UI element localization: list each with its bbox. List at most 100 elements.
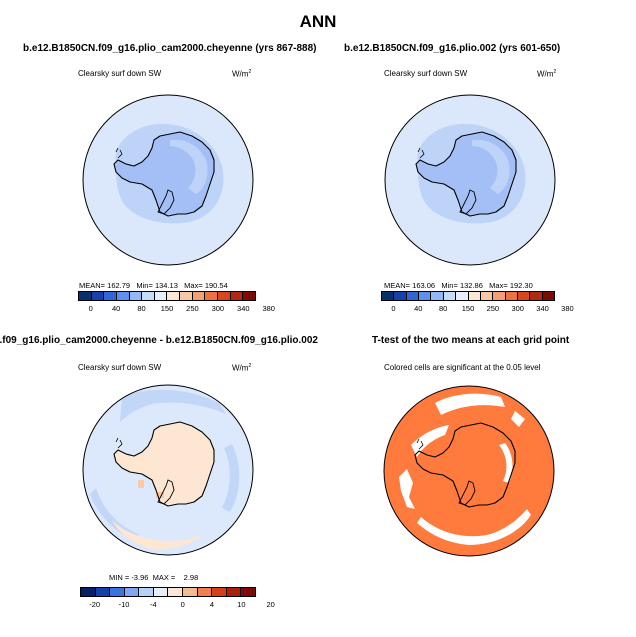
colorbar-swatch bbox=[142, 292, 155, 300]
colorbar-swatch bbox=[192, 292, 206, 300]
colorbar-swatch bbox=[493, 292, 506, 300]
ice-shelf-outline bbox=[157, 189, 175, 215]
significant-region bbox=[384, 386, 554, 556]
panel-3-colorbar bbox=[80, 587, 256, 597]
panel-2-title: b.e12.B1850CN.f09_g16.plio.002 (yrs 601-… bbox=[344, 43, 561, 54]
figure-title: ANN bbox=[299, 12, 337, 31]
colorbar-swatch bbox=[129, 292, 143, 300]
colorbar-swatch bbox=[419, 292, 432, 300]
panel-1-map bbox=[82, 94, 254, 266]
colorbar-tick-label: 150 bbox=[461, 304, 475, 313]
peninsula-islands bbox=[115, 147, 123, 159]
ice-shelf-outline bbox=[157, 479, 175, 505]
colorbar-tick-label: 4 bbox=[209, 600, 215, 609]
positive-cell bbox=[138, 480, 144, 488]
colorbar-swatch bbox=[197, 588, 213, 596]
colorbar-swatch bbox=[205, 292, 219, 300]
non-significant-region bbox=[511, 411, 525, 427]
colorbar-swatch bbox=[180, 292, 193, 300]
colorbar-swatch bbox=[212, 588, 227, 596]
colorbar-tick-label: 380 bbox=[561, 304, 574, 313]
colorbar-tick-label: 40 bbox=[414, 304, 423, 313]
colorbar-swatch bbox=[505, 292, 518, 300]
non-significant-region bbox=[499, 443, 513, 483]
panel-1-stats: MEAN= 162.79 Min= 134.13 Max= 190.54 bbox=[79, 281, 228, 290]
panel-1-variable: Clearsky surf down SW bbox=[78, 69, 162, 78]
panel-2-stats: MEAN= 163.06 Min= 132.86 Max= 192.30 bbox=[384, 281, 533, 290]
colorbar-tick-label: 0 bbox=[88, 304, 93, 313]
panel-3-title: b.e12.B1850CN.f09_g16.plio_cam2000.cheye… bbox=[0, 335, 318, 346]
colorbar-swatch bbox=[230, 292, 244, 300]
colorbar-swatch bbox=[394, 292, 407, 300]
antarctica-coastline bbox=[415, 131, 517, 217]
colorbar-swatch bbox=[468, 292, 481, 300]
panel-3-map bbox=[82, 384, 254, 556]
negative-band bbox=[222, 444, 240, 512]
colorbar-tick-label: 20 bbox=[266, 600, 275, 609]
panel-3-stats: MIN = -3.96 MAX = 2.98 bbox=[109, 573, 199, 582]
non-significant-region bbox=[411, 425, 449, 457]
colorbar-tick-label: 340 bbox=[237, 304, 250, 313]
colorbar-tick-label: 250 bbox=[186, 304, 199, 313]
colorbar-swatch bbox=[104, 292, 117, 300]
panel-2-units: W/m2 bbox=[537, 69, 557, 79]
negative-band bbox=[120, 389, 226, 422]
antarctica-coastline bbox=[113, 421, 215, 507]
panel-2-variable: Clearsky surf down SW bbox=[384, 69, 468, 78]
colorbar-tick-label: 250 bbox=[486, 304, 500, 313]
colorbar-swatch bbox=[530, 292, 543, 300]
non-significant-region bbox=[435, 393, 505, 415]
colorbar-tick-label: 80 bbox=[137, 304, 146, 313]
panel-1-title: b.e12.B1850CN.f09_g16.plio_cam2000.cheye… bbox=[23, 43, 317, 54]
colorbar-tick-label: 0 bbox=[391, 304, 396, 313]
antarctica-coastline bbox=[113, 131, 215, 217]
colorbar-tick-label: 0 bbox=[180, 600, 185, 609]
colorbar-swatch bbox=[154, 292, 168, 300]
colorbar-swatch bbox=[431, 292, 444, 300]
colorbar-tick-label: -10 bbox=[118, 600, 130, 609]
non-significant-region bbox=[417, 509, 531, 545]
panel-1-colorbar bbox=[78, 291, 256, 301]
panel-4-title: T-test of the two means at each grid poi… bbox=[372, 335, 570, 346]
colorbar-tick-label: -4 bbox=[149, 600, 157, 609]
peninsula-islands bbox=[115, 437, 123, 449]
colorbar-swatch bbox=[116, 292, 130, 300]
colorbar-swatch bbox=[110, 588, 125, 596]
colorbar-swatch bbox=[241, 588, 255, 596]
map-border bbox=[384, 94, 556, 266]
colorbar-swatch bbox=[542, 292, 555, 300]
colorbar-tick-label: 300 bbox=[211, 304, 225, 313]
colorbar-tick-label: 80 bbox=[438, 304, 448, 313]
panel-4-variable: Colored cells are significant at the 0.0… bbox=[384, 363, 541, 372]
panel-2-colorbar bbox=[381, 291, 555, 301]
colorbar-swatch bbox=[139, 588, 154, 596]
colorbar-swatch bbox=[91, 292, 105, 300]
map-border bbox=[82, 94, 254, 266]
non-significant-region bbox=[399, 469, 415, 509]
colorbar-tick-label: 150 bbox=[160, 304, 174, 313]
colorbar-swatch bbox=[243, 292, 255, 300]
colorbar-swatch bbox=[480, 292, 494, 300]
colorbar-swatch bbox=[226, 588, 242, 596]
plateau-region bbox=[472, 139, 510, 194]
colorbar-tick-label: 340 bbox=[536, 304, 549, 313]
colorbar-swatch bbox=[153, 588, 169, 596]
plateau-region bbox=[170, 139, 208, 194]
colorbar-swatch bbox=[183, 588, 198, 596]
colorbar-tick-label: 380 bbox=[262, 304, 275, 313]
ice-shelf-outline bbox=[458, 480, 476, 506]
positive-cell bbox=[156, 492, 164, 498]
colorbar-swatch bbox=[406, 292, 420, 300]
panel-2-map bbox=[384, 94, 556, 266]
antarctica-fill bbox=[114, 422, 214, 506]
colorbar-tick-label: 40 bbox=[111, 304, 121, 313]
colorbar-swatch bbox=[382, 292, 395, 300]
map-border bbox=[82, 384, 254, 556]
peninsula-islands bbox=[416, 438, 424, 450]
colorbar-tick-label: -20 bbox=[89, 600, 101, 609]
colorbar-swatch bbox=[124, 588, 140, 596]
colorbar-swatch bbox=[443, 292, 457, 300]
panel-3-variable: Clearsky surf down SW bbox=[78, 363, 162, 372]
colorbar-swatch bbox=[218, 292, 231, 300]
colorbar-swatch bbox=[81, 588, 96, 596]
